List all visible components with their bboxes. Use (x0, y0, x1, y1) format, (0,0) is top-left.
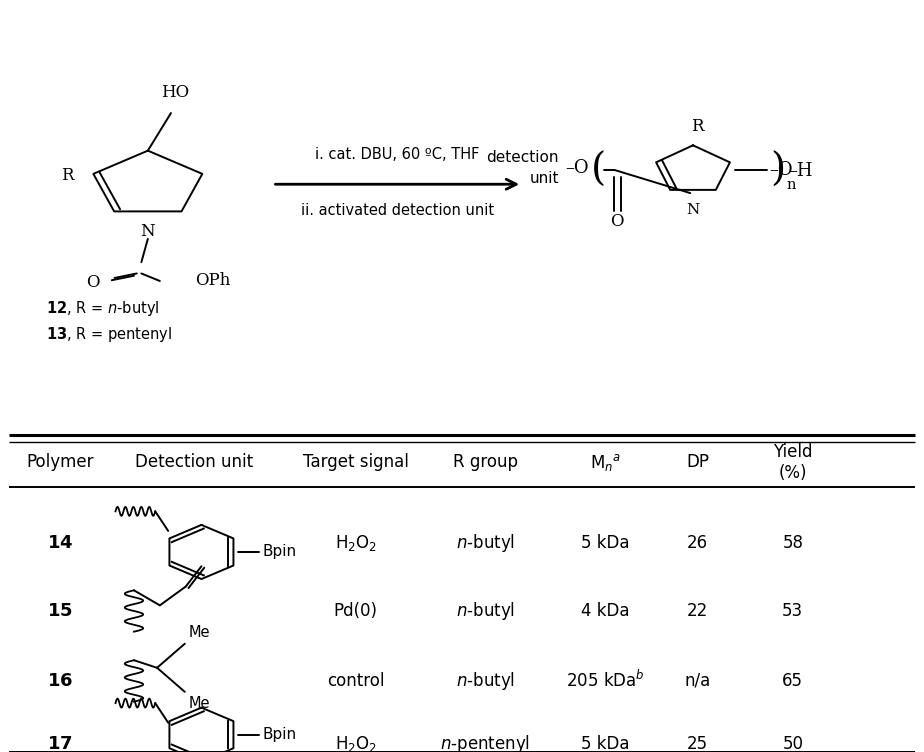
Text: 65: 65 (783, 672, 803, 690)
Text: unit: unit (529, 171, 559, 186)
Text: n/a: n/a (685, 672, 711, 690)
Text: H$_2$O$_2$: H$_2$O$_2$ (334, 735, 377, 752)
Text: ): ) (771, 151, 785, 189)
Text: M$_n$$^a$: M$_n$$^a$ (590, 452, 621, 473)
Text: n: n (786, 178, 796, 192)
Text: Yield
(%): Yield (%) (773, 443, 812, 482)
Text: –H: –H (788, 162, 813, 180)
Text: O: O (611, 213, 624, 229)
Text: HO: HO (162, 83, 189, 101)
Text: Me: Me (188, 696, 210, 711)
Text: $\mathbf{17}$: $\mathbf{17}$ (47, 735, 73, 752)
Text: –O: –O (565, 159, 590, 177)
Text: $n$-butyl: $n$-butyl (456, 599, 515, 622)
Text: R: R (61, 167, 74, 183)
Text: OPh: OPh (195, 272, 230, 290)
Text: 22: 22 (687, 602, 708, 620)
Text: Detection unit: Detection unit (135, 453, 253, 472)
Text: N: N (140, 223, 155, 240)
Text: –O: –O (770, 161, 794, 179)
Text: $\mathbf{14}$: $\mathbf{14}$ (47, 534, 73, 552)
Text: 5 kDa: 5 kDa (581, 735, 629, 752)
Text: 53: 53 (783, 602, 803, 620)
Text: Bpin: Bpin (262, 727, 297, 742)
Text: R group: R group (453, 453, 517, 472)
Text: 50: 50 (783, 735, 803, 752)
Text: $n$-butyl: $n$-butyl (456, 669, 515, 692)
Text: (: ( (591, 151, 606, 189)
Text: i. cat. DBU, 60 ºC, THF: i. cat. DBU, 60 ºC, THF (315, 147, 480, 162)
Text: $n$-butyl: $n$-butyl (456, 532, 515, 554)
Text: Pd(0): Pd(0) (334, 602, 378, 620)
Text: $\mathbf{13}$, R = pentenyl: $\mathbf{13}$, R = pentenyl (46, 325, 173, 344)
Text: H$_2$O$_2$: H$_2$O$_2$ (334, 533, 377, 553)
Text: $\mathbf{12}$, R = $n$-butyl: $\mathbf{12}$, R = $n$-butyl (46, 299, 160, 318)
Text: 205 kDa$^b$: 205 kDa$^b$ (565, 670, 645, 691)
Text: N: N (687, 202, 699, 217)
Text: Target signal: Target signal (303, 453, 408, 472)
Text: detection: detection (487, 150, 559, 165)
Text: 25: 25 (687, 735, 708, 752)
Text: 5 kDa: 5 kDa (581, 534, 629, 552)
Text: $n$-pentenyl: $n$-pentenyl (440, 733, 530, 752)
Text: Me: Me (188, 625, 210, 640)
Text: O: O (87, 274, 100, 291)
Text: control: control (327, 672, 384, 690)
Text: Polymer: Polymer (26, 453, 94, 472)
Text: $\mathbf{16}$: $\mathbf{16}$ (47, 672, 73, 690)
Text: DP: DP (687, 453, 709, 472)
Text: R: R (691, 118, 704, 135)
Text: $\mathbf{15}$: $\mathbf{15}$ (47, 602, 73, 620)
Text: ii. activated detection unit: ii. activated detection unit (300, 203, 494, 218)
Text: 4 kDa: 4 kDa (581, 602, 629, 620)
Text: 58: 58 (783, 534, 803, 552)
Text: 26: 26 (687, 534, 708, 552)
Text: Bpin: Bpin (262, 544, 297, 559)
